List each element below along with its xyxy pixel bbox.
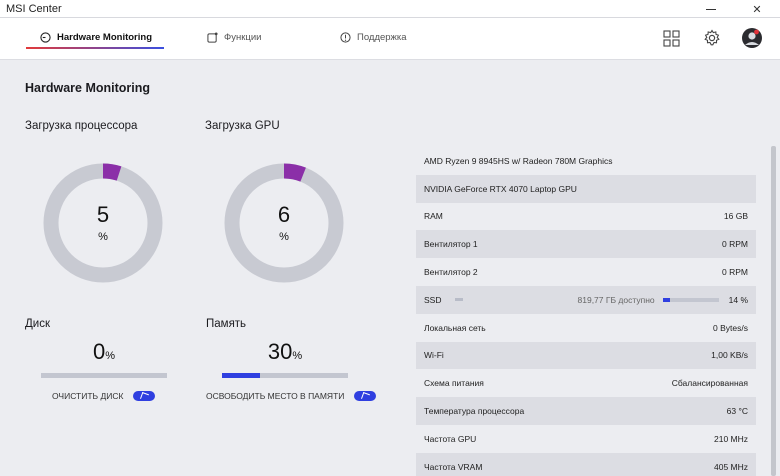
top-navigation: Hardware Monitoring Функции Поддержка bbox=[0, 18, 780, 60]
info-row-ram: RAM 16 GB bbox=[416, 203, 756, 231]
info-label: Схема питания bbox=[424, 378, 484, 389]
minimize-icon bbox=[706, 8, 716, 10]
gpu-load-value: 6 bbox=[277, 202, 291, 227]
info-row-power-plan: Схема питания Сбалансированная bbox=[416, 369, 756, 397]
ssd-mini-bar bbox=[455, 298, 464, 302]
disk-usage-bar bbox=[41, 373, 167, 378]
active-tab-indicator bbox=[26, 47, 164, 49]
avatar bbox=[742, 28, 762, 48]
gpu-load-unit: % bbox=[279, 231, 289, 243]
free-memory-action[interactable]: ОСВОБОДИТЬ МЕСТО В ПАМЯТИ bbox=[206, 391, 377, 401]
info-value: 63 °C bbox=[726, 406, 748, 417]
gpu-name-row: NVIDIA GeForce RTX 4070 Laptop GPU bbox=[416, 174, 756, 203]
ssd-usage-bar bbox=[662, 297, 719, 302]
info-value: 1,00 KB/s bbox=[711, 350, 748, 361]
tab-hardware-monitoring[interactable]: Hardware Monitoring bbox=[40, 24, 152, 50]
info-value: 14 % bbox=[728, 294, 748, 305]
grid-button[interactable] bbox=[660, 27, 682, 49]
memory-usage-bar bbox=[222, 373, 348, 378]
tab-label: Hardware Monitoring bbox=[57, 31, 153, 43]
title-bar: MSI Center ✕ bbox=[0, 0, 780, 18]
disk-value: 0% bbox=[41, 339, 167, 365]
info-value: 0 RPM bbox=[722, 267, 748, 278]
info-value: 0 Bytes/s bbox=[713, 322, 748, 333]
ssd-free-space: 819,77 ГБ доступно bbox=[577, 294, 655, 305]
memory-label: Память bbox=[206, 318, 247, 330]
info-label: Частота GPU bbox=[424, 433, 477, 444]
main-content: Hardware Monitoring Загрузка процессора … bbox=[0, 61, 780, 476]
page-title: Hardware Monitoring bbox=[25, 81, 151, 95]
scrollbar[interactable] bbox=[771, 146, 776, 476]
tab-label: Поддержка bbox=[357, 31, 407, 43]
info-value: 16 GB bbox=[723, 211, 748, 222]
memory-usage-fill bbox=[222, 373, 260, 378]
info-label: Температура процессора bbox=[424, 406, 525, 417]
info-row-fan1: Вентилятор 1 0 RPM bbox=[416, 230, 756, 259]
tab-support[interactable]: Поддержка bbox=[340, 24, 407, 50]
memory-value-unit: % bbox=[292, 350, 303, 362]
cpu-load-gauge bbox=[43, 163, 163, 283]
gpu-load-arc bbox=[224, 163, 344, 283]
info-label: RAM bbox=[424, 211, 443, 222]
cpu-load-arc bbox=[43, 163, 163, 283]
tab-functions[interactable]: Функции bbox=[207, 24, 261, 50]
gear-icon bbox=[704, 29, 720, 46]
info-label: SSD bbox=[424, 294, 442, 305]
disk-label: Диск bbox=[25, 318, 50, 330]
info-value: 405 MHz bbox=[713, 461, 748, 472]
gpu-load-gauge bbox=[224, 163, 344, 283]
info-label: Wi-Fi bbox=[424, 350, 444, 361]
gpu-load-label: Загрузка GPU bbox=[205, 120, 280, 132]
cpu-name-row: AMD Ryzen 9 8945HS w/ Radeon 780M Graphi… bbox=[416, 147, 756, 175]
info-value: 210 MHz bbox=[713, 433, 748, 444]
gpu-name: NVIDIA GeForce RTX 4070 Laptop GPU bbox=[424, 183, 577, 194]
avatar-button[interactable] bbox=[741, 27, 763, 49]
free-memory-label: ОСВОБОДИТЬ МЕСТО В ПАМЯТИ bbox=[206, 391, 345, 401]
info-row-gpu-clock: Частота GPU 210 MHz bbox=[416, 425, 756, 453]
minimize-button[interactable] bbox=[696, 0, 726, 18]
info-row-ssd: SSD 819,77 ГБ доступно 14 % bbox=[416, 285, 756, 314]
clean-disk-button[interactable] bbox=[133, 391, 156, 401]
info-label: Локальная сеть bbox=[424, 322, 486, 333]
gauge-icon bbox=[40, 31, 51, 43]
info-row-wifi: Wi-Fi 1,00 KB/s bbox=[416, 341, 756, 370]
app-title: MSI Center bbox=[6, 3, 62, 15]
clean-disk-action[interactable]: ОЧИСТИТЬ ДИСК bbox=[52, 391, 156, 401]
cpu-load-label: Загрузка процессора bbox=[25, 120, 138, 132]
memory-value: 30% bbox=[222, 339, 348, 365]
info-label: Частота VRAM bbox=[424, 461, 483, 472]
features-icon bbox=[207, 31, 218, 43]
system-info-list: AMD Ryzen 9 8945HS w/ Radeon 780M Graphi… bbox=[416, 147, 756, 476]
grid-icon bbox=[662, 29, 680, 47]
support-icon bbox=[340, 31, 351, 43]
info-value: Сбалансированная bbox=[671, 378, 748, 389]
cpu-name: AMD Ryzen 9 8945HS w/ Radeon 780M Graphi… bbox=[424, 155, 613, 166]
disk-value-number: 0 bbox=[92, 339, 106, 364]
info-label: Вентилятор 2 bbox=[424, 267, 478, 278]
settings-button[interactable] bbox=[701, 27, 723, 49]
info-row-fan2: Вентилятор 2 0 RPM bbox=[416, 258, 756, 286]
close-button[interactable]: ✕ bbox=[752, 3, 762, 16]
memory-value-number: 30 bbox=[267, 339, 293, 364]
free-memory-button[interactable] bbox=[354, 391, 377, 401]
info-row-lan: Локальная сеть 0 Bytes/s bbox=[416, 314, 756, 342]
info-label: Вентилятор 1 bbox=[424, 239, 478, 250]
clean-disk-label: ОЧИСТИТЬ ДИСК bbox=[52, 391, 124, 401]
cpu-load-value: 5 bbox=[96, 202, 110, 227]
info-row-vram-clock: Частота VRAM 405 MHz bbox=[416, 452, 756, 476]
ssd-usage-fill bbox=[662, 297, 671, 302]
cpu-load-unit: % bbox=[98, 231, 108, 243]
info-row-cpu-temp: Температура процессора 63 °C bbox=[416, 397, 756, 425]
info-value: 0 RPM bbox=[722, 239, 748, 250]
tab-label: Функции bbox=[224, 31, 262, 43]
disk-value-unit: % bbox=[105, 350, 116, 362]
